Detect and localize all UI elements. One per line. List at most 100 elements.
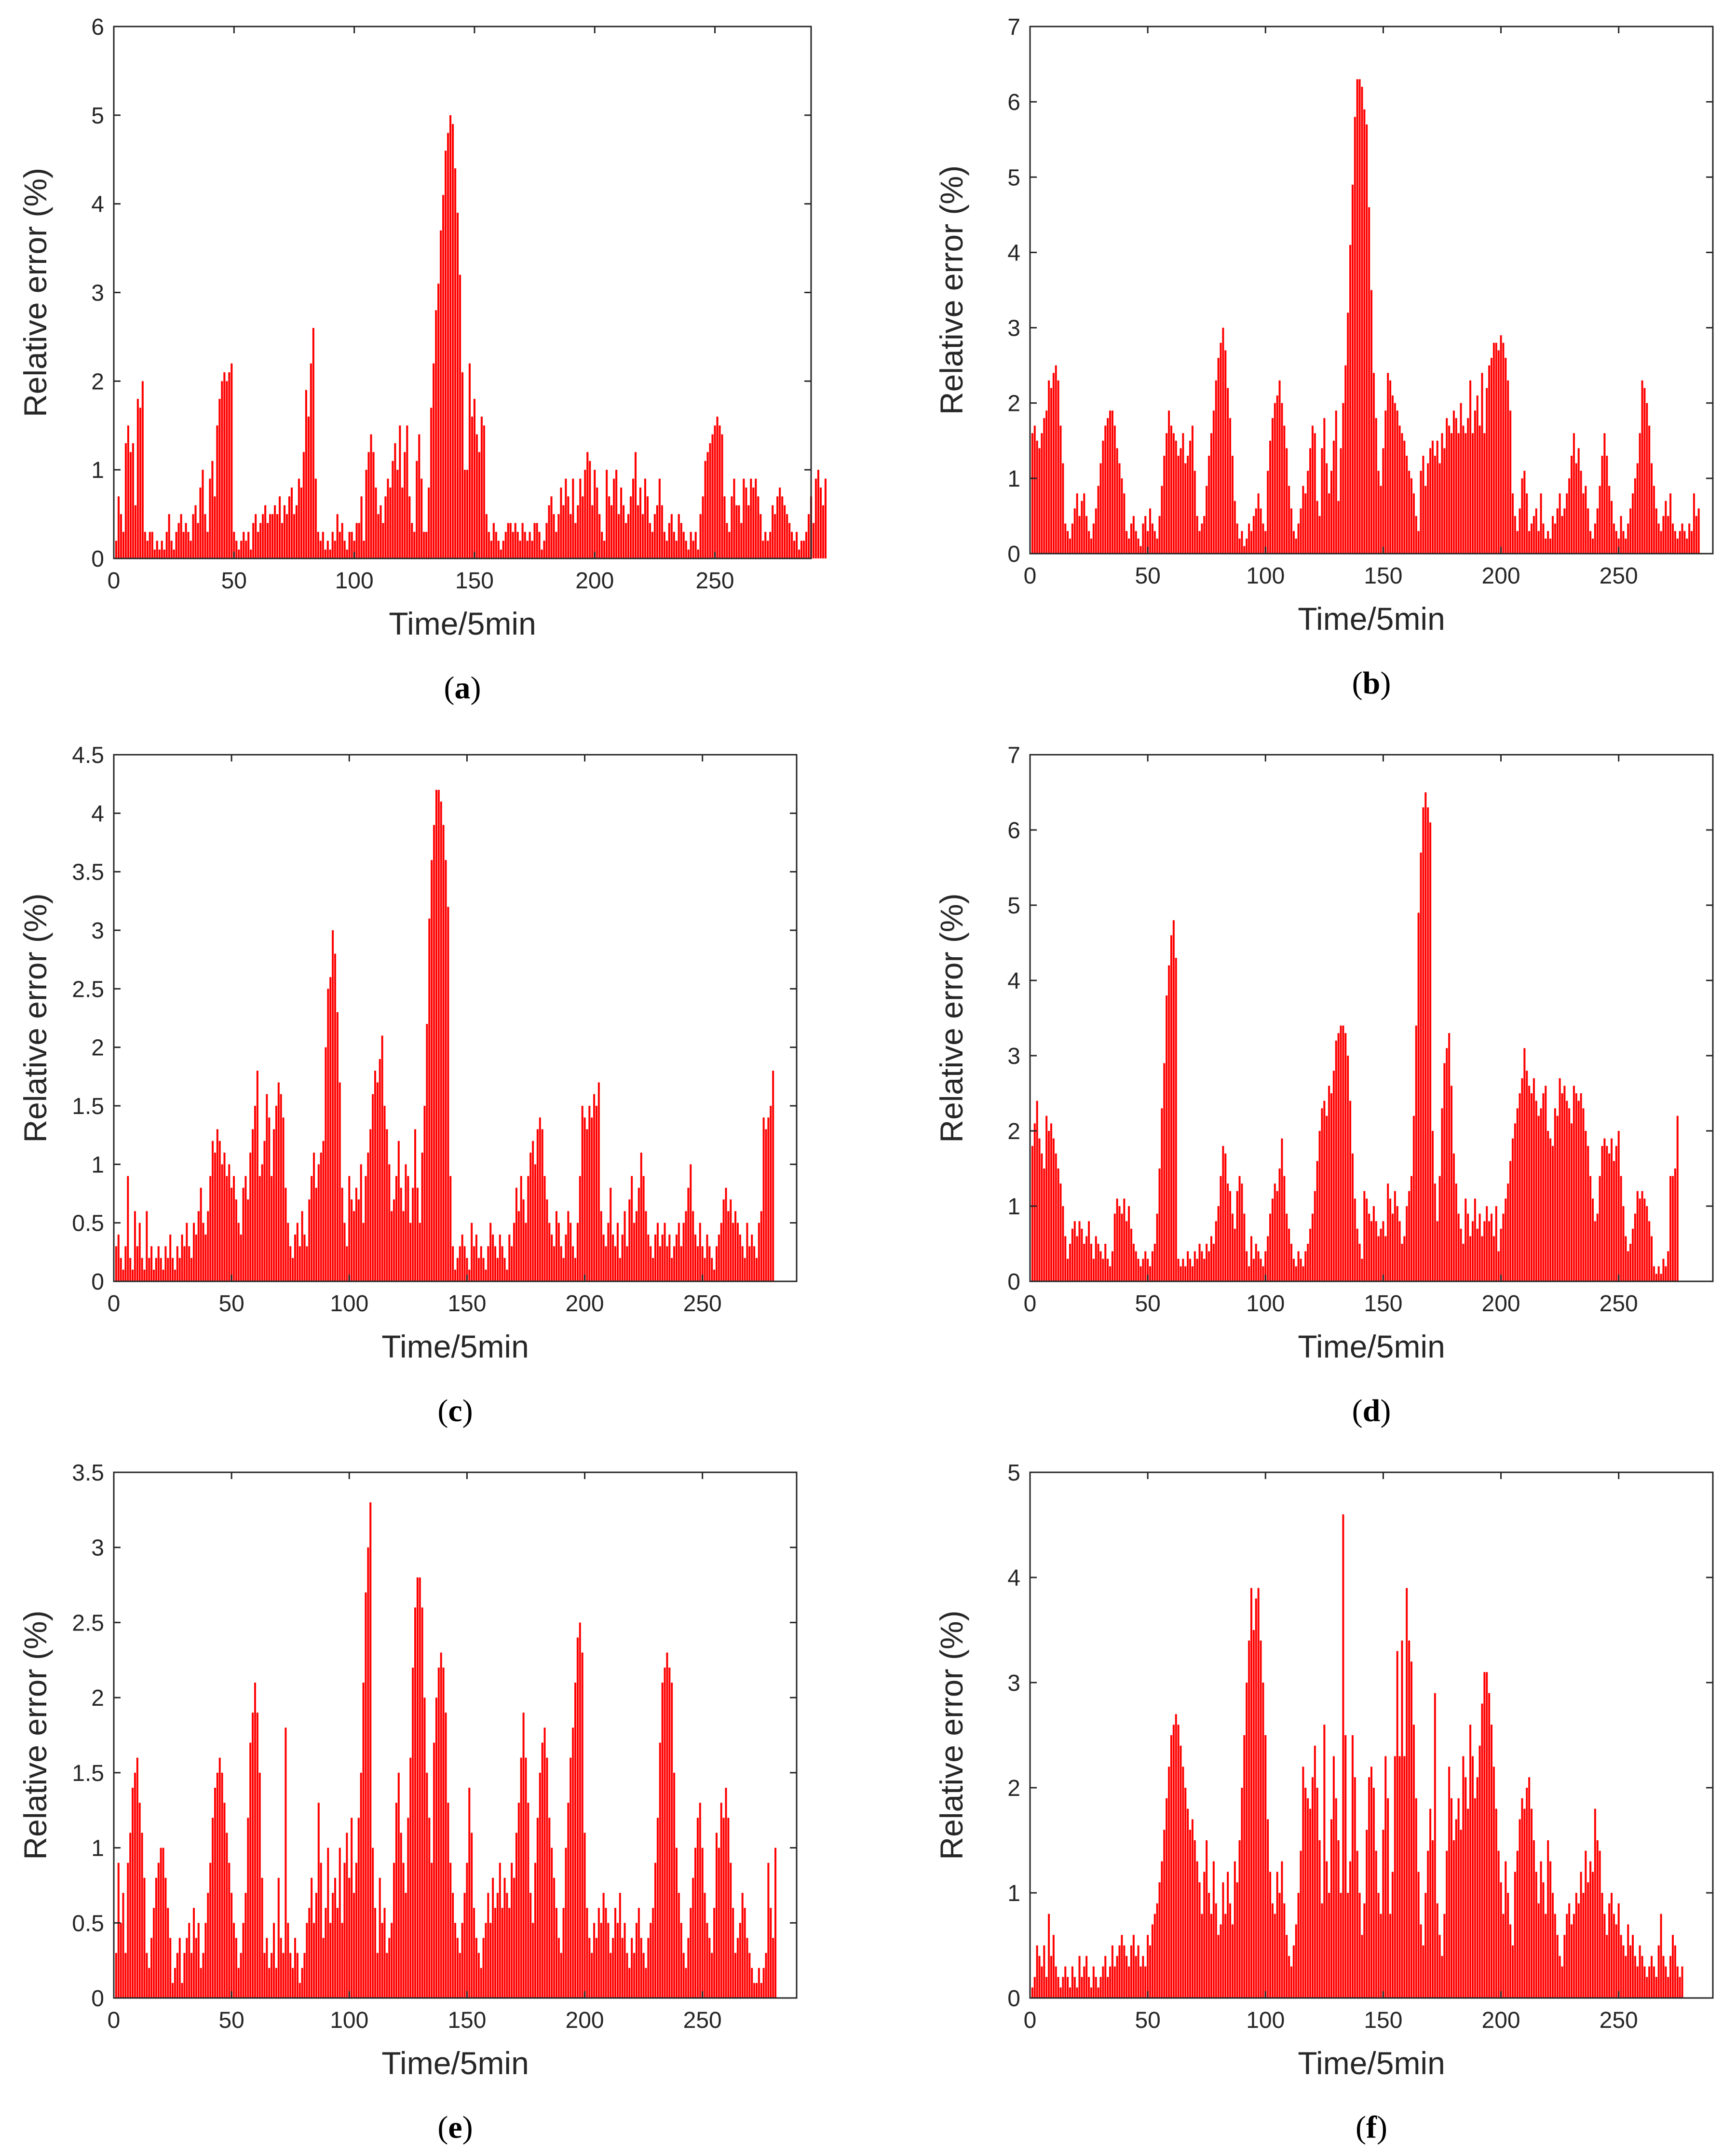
bar (261, 1164, 263, 1281)
bar (529, 1893, 532, 1998)
bar (401, 487, 404, 558)
bar (1476, 395, 1478, 554)
bar (1639, 1198, 1641, 1281)
bar (1073, 1977, 1076, 1998)
bar (1198, 531, 1201, 554)
bar (1571, 1123, 1573, 1281)
bar (144, 531, 146, 558)
bar (1274, 1183, 1276, 1281)
bar (1483, 1221, 1486, 1281)
bar (1516, 531, 1519, 554)
bar (1511, 1945, 1514, 1998)
bar (1241, 531, 1243, 554)
bar (536, 523, 538, 558)
bar (170, 541, 173, 558)
bar (423, 531, 425, 558)
bar (238, 549, 240, 558)
bar (692, 541, 694, 558)
bar (1384, 1236, 1387, 1281)
bar (1523, 471, 1526, 554)
bar (548, 1223, 551, 1281)
bar (565, 1234, 567, 1281)
bar (1528, 1777, 1531, 1998)
bar (1111, 1251, 1113, 1281)
bar (372, 1848, 374, 1998)
bar (1667, 1977, 1669, 1998)
bar (755, 1258, 758, 1281)
bar (762, 541, 764, 558)
bar (348, 1877, 351, 1998)
bar (734, 1953, 737, 1998)
bar (656, 1223, 659, 1281)
bar (1255, 508, 1257, 554)
bar (1156, 1213, 1158, 1281)
bar (1052, 1138, 1055, 1281)
bar (1111, 1945, 1113, 1998)
bar (204, 1923, 207, 1998)
bar (1243, 1213, 1246, 1281)
bar (235, 1938, 237, 1998)
bar (757, 496, 760, 558)
bar (1137, 1945, 1139, 1998)
bar (718, 1234, 720, 1281)
bar (1107, 418, 1109, 554)
bar (1695, 516, 1697, 554)
bar (1201, 1251, 1203, 1281)
bar (452, 124, 454, 559)
bar (1267, 1819, 1269, 1998)
bar (567, 1803, 570, 1998)
y-tick-label: 3.5 (72, 860, 104, 885)
bar (1422, 807, 1424, 1281)
bar (1048, 1131, 1050, 1281)
x-tick-label: 50 (1135, 563, 1160, 589)
bar (320, 1862, 322, 1998)
bar (1269, 440, 1272, 554)
bar (1092, 523, 1095, 554)
bar (1113, 1213, 1116, 1281)
bar (1688, 523, 1691, 554)
x-tick-label: 150 (1364, 563, 1402, 589)
panel-label: (b) (1352, 666, 1391, 701)
bar (1420, 852, 1422, 1281)
bar (433, 363, 435, 558)
bar (357, 1199, 360, 1281)
bar (197, 523, 199, 558)
bar (1036, 1101, 1038, 1281)
bar (668, 1234, 671, 1281)
bar (687, 1187, 690, 1281)
bar (155, 1877, 157, 1998)
bar (1085, 1956, 1088, 1998)
bar (1566, 1914, 1568, 1998)
bar (360, 1772, 362, 1998)
bar (168, 514, 170, 558)
x-tick-label: 250 (696, 568, 734, 594)
bar (1408, 1640, 1410, 1998)
bar (1246, 1683, 1248, 1998)
bar (1671, 1176, 1674, 1281)
bar (1295, 538, 1297, 554)
bar (656, 1818, 659, 1998)
bar (1057, 380, 1059, 554)
bar (492, 1234, 494, 1281)
bar (664, 1223, 666, 1281)
bar (791, 531, 793, 558)
bar (1130, 1228, 1132, 1281)
bar (1591, 1872, 1594, 1998)
bar-series (115, 115, 827, 559)
bar (1210, 1914, 1212, 1998)
bar (1608, 486, 1611, 554)
bar (355, 1187, 357, 1281)
bar (1069, 1244, 1071, 1281)
bar (807, 514, 810, 558)
bar (511, 1862, 513, 1998)
bar (169, 1234, 172, 1281)
y-tick-label: 0 (91, 1269, 104, 1295)
bar (156, 541, 158, 558)
bar (640, 1153, 642, 1281)
bar (1415, 516, 1417, 554)
bar (1665, 1266, 1667, 1281)
y-tick-label: 3 (91, 281, 104, 306)
bar (690, 1908, 692, 1998)
bar (1212, 1244, 1215, 1281)
bar (303, 1953, 306, 1998)
